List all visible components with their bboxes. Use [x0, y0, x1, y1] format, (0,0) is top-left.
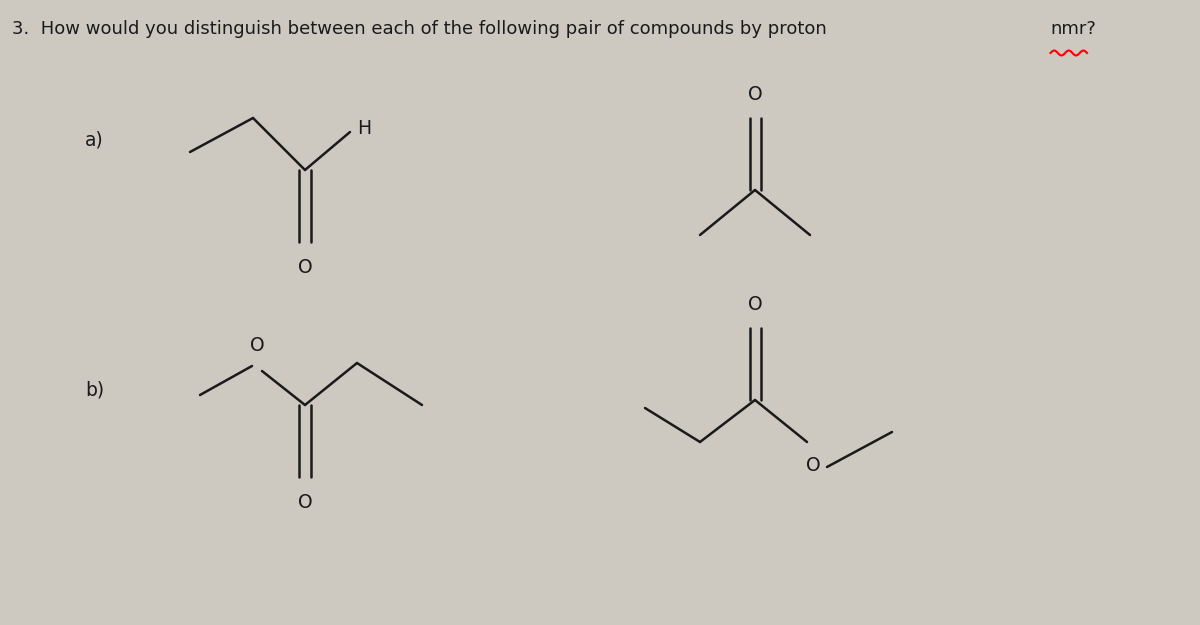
Text: O: O — [298, 493, 312, 512]
Text: H: H — [358, 119, 371, 138]
Text: O: O — [250, 336, 264, 355]
Text: O: O — [805, 456, 821, 475]
Text: a): a) — [85, 131, 103, 149]
Text: O: O — [748, 85, 762, 104]
Text: O: O — [748, 295, 762, 314]
Text: 3.  How would you distinguish between each of the following pair of compounds by: 3. How would you distinguish between eac… — [12, 20, 833, 38]
Text: b): b) — [85, 381, 104, 399]
Text: nmr?: nmr? — [1050, 20, 1097, 38]
Text: O: O — [298, 258, 312, 277]
